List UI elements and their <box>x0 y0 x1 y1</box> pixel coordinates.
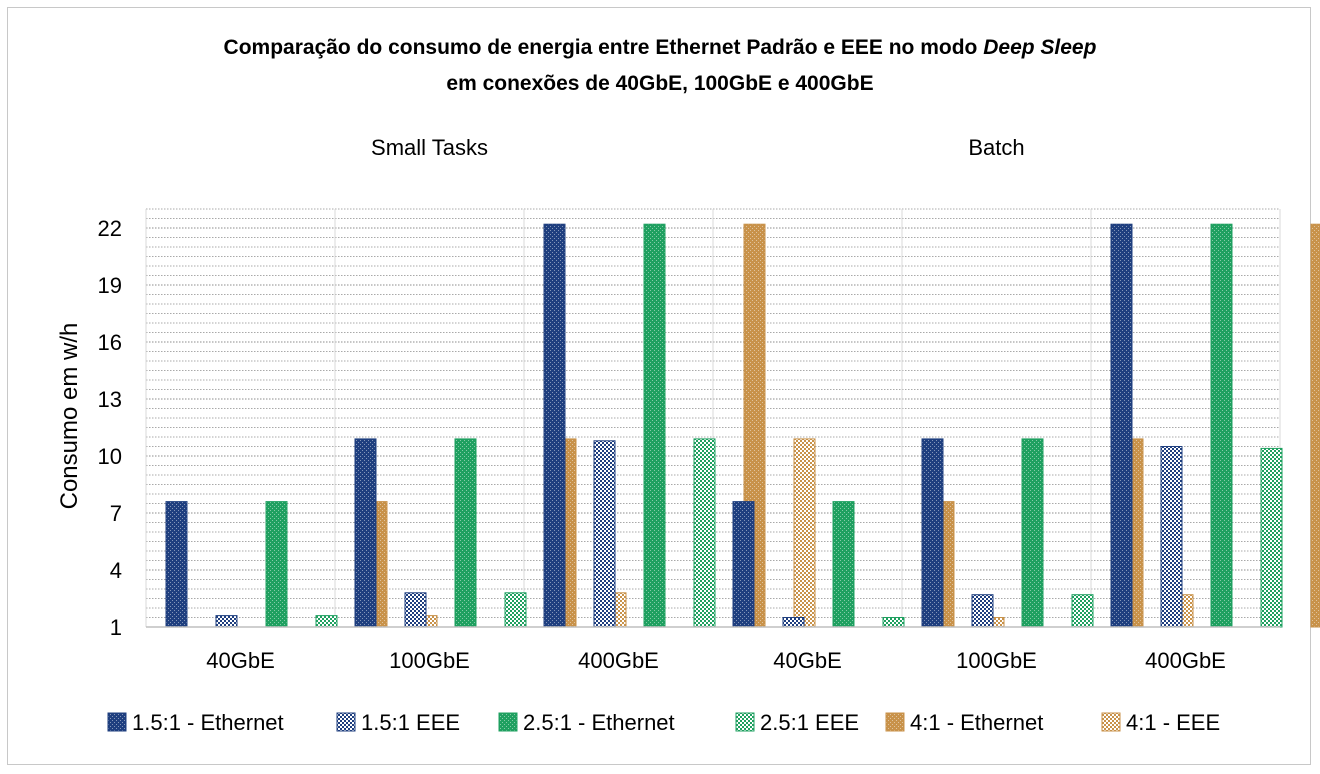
bar-1-5-1-ethernet-100gbe-g1 <box>921 438 944 628</box>
bar-2-5-1-eee-400gbe-g1 <box>1260 447 1283 628</box>
bar-2-5-1-eee-40gbe-g1 <box>882 617 905 628</box>
bar-2-5-1-ethernet-400gbe-g0 <box>643 223 666 628</box>
bar-2-5-1-eee-40gbe-g0 <box>315 615 338 628</box>
chart-title-italic: Deep Sleep <box>983 36 1096 59</box>
y-tick-label: 1 <box>110 615 122 640</box>
x-tick-label: 400GbE <box>578 648 659 673</box>
bar-1-5-1-eee-400gbe-g1 <box>1160 446 1183 628</box>
bar-2-5-1-eee-100gbe-g1 <box>1071 594 1094 628</box>
legend-label: 4:1 - Ethernet <box>910 710 1043 735</box>
legend-item: 4:1 - Ethernet <box>885 710 1043 735</box>
y-tick-label: 13 <box>98 387 122 412</box>
x-tick-label: 100GbE <box>956 648 1037 673</box>
y-tick-label: 10 <box>98 444 122 469</box>
group-label: Batch <box>968 135 1024 160</box>
chart-title-line1: Comparação do consumo de energia entre E… <box>224 36 1097 59</box>
legend-item: 2.5:1 EEE <box>735 710 859 735</box>
y-tick-label: 7 <box>110 501 122 526</box>
legend: 1.5:1 - Ethernet 1.5:1 EEE 2.5:1 - Etherne… <box>107 710 1220 735</box>
legend-swatch <box>336 712 356 732</box>
bar-2-5-1-ethernet-100gbe-g0 <box>454 438 477 628</box>
legend-label: 2.5:1 - Ethernet <box>523 710 675 735</box>
y-tick-label: 19 <box>98 273 122 298</box>
x-tick-label: 40GbE <box>206 648 275 673</box>
bars <box>165 223 1320 628</box>
group-labels: Small Tasks Batch <box>371 135 1025 160</box>
legend-swatch <box>498 712 518 732</box>
bar-1-5-1-eee-40gbe-g0 <box>215 615 238 628</box>
bar-2-5-1-ethernet-40gbe-g1 <box>832 501 855 628</box>
bar-1-5-1-ethernet-400gbe-g1 <box>1110 223 1133 628</box>
bar-1-5-1-eee-40gbe-g1 <box>782 617 805 628</box>
bar-4-1-eee-400gbe-g0 <box>793 438 816 628</box>
group-label: Small Tasks <box>371 135 488 160</box>
bar-2-5-1-eee-100gbe-g0 <box>504 592 527 628</box>
legend-item: 4:1 - EEE <box>1101 710 1220 735</box>
legend-label: 4:1 - EEE <box>1126 710 1220 735</box>
x-tick-labels: 40GbE 100GbE 400GbE 40GbE 100GbE 400GbE <box>206 648 1226 673</box>
legend-swatch <box>885 712 905 732</box>
bar-1-5-1-ethernet-100gbe-g0 <box>354 438 377 628</box>
bar-1-5-1-ethernet-40gbe-g0 <box>165 501 188 628</box>
legend-item: 1.5:1 EEE <box>336 710 460 735</box>
bar-1-5-1-eee-400gbe-g0 <box>593 440 616 628</box>
bar-1-5-1-eee-100gbe-g1 <box>971 594 994 628</box>
bar-1-5-1-eee-100gbe-g0 <box>404 592 427 628</box>
legend-swatch <box>1101 712 1121 732</box>
x-tick-label: 400GbE <box>1145 648 1226 673</box>
chart-title-prefix: Comparação do consumo de energia entre E… <box>224 36 984 59</box>
bar-1-5-1-ethernet-40gbe-g1 <box>732 501 755 628</box>
y-axis-label: Consumo em w/h <box>56 323 83 510</box>
legend-label: 1.5:1 EEE <box>361 710 460 735</box>
bar-2-5-1-ethernet-40gbe-g0 <box>265 501 288 628</box>
legend-swatch <box>107 712 127 732</box>
bar-1-5-1-ethernet-400gbe-g0 <box>543 223 566 628</box>
y-tick-label: 16 <box>98 330 122 355</box>
legend-label: 1.5:1 - Ethernet <box>132 710 284 735</box>
bar-2-5-1-ethernet-100gbe-g1 <box>1021 438 1044 628</box>
chart-title-line2: em conexões de 40GbE, 100GbE e 400GbE <box>446 72 873 95</box>
y-tick-label: 22 <box>98 216 122 241</box>
legend-label: 2.5:1 EEE <box>760 710 859 735</box>
y-tick-label: 4 <box>110 558 122 583</box>
bar-2-5-1-eee-400gbe-g0 <box>693 438 716 628</box>
bar-4-1-ethernet-400gbe-g1 <box>1310 223 1320 628</box>
y-tick-labels: 1 4 7 10 13 16 19 22 <box>98 216 122 640</box>
legend-swatch <box>735 712 755 732</box>
bar-2-5-1-ethernet-400gbe-g1 <box>1210 223 1233 628</box>
x-tick-label: 100GbE <box>389 648 470 673</box>
legend-item: 1.5:1 - Ethernet <box>107 710 284 735</box>
legend-item: 2.5:1 - Ethernet <box>498 710 675 735</box>
x-tick-label: 40GbE <box>773 648 842 673</box>
